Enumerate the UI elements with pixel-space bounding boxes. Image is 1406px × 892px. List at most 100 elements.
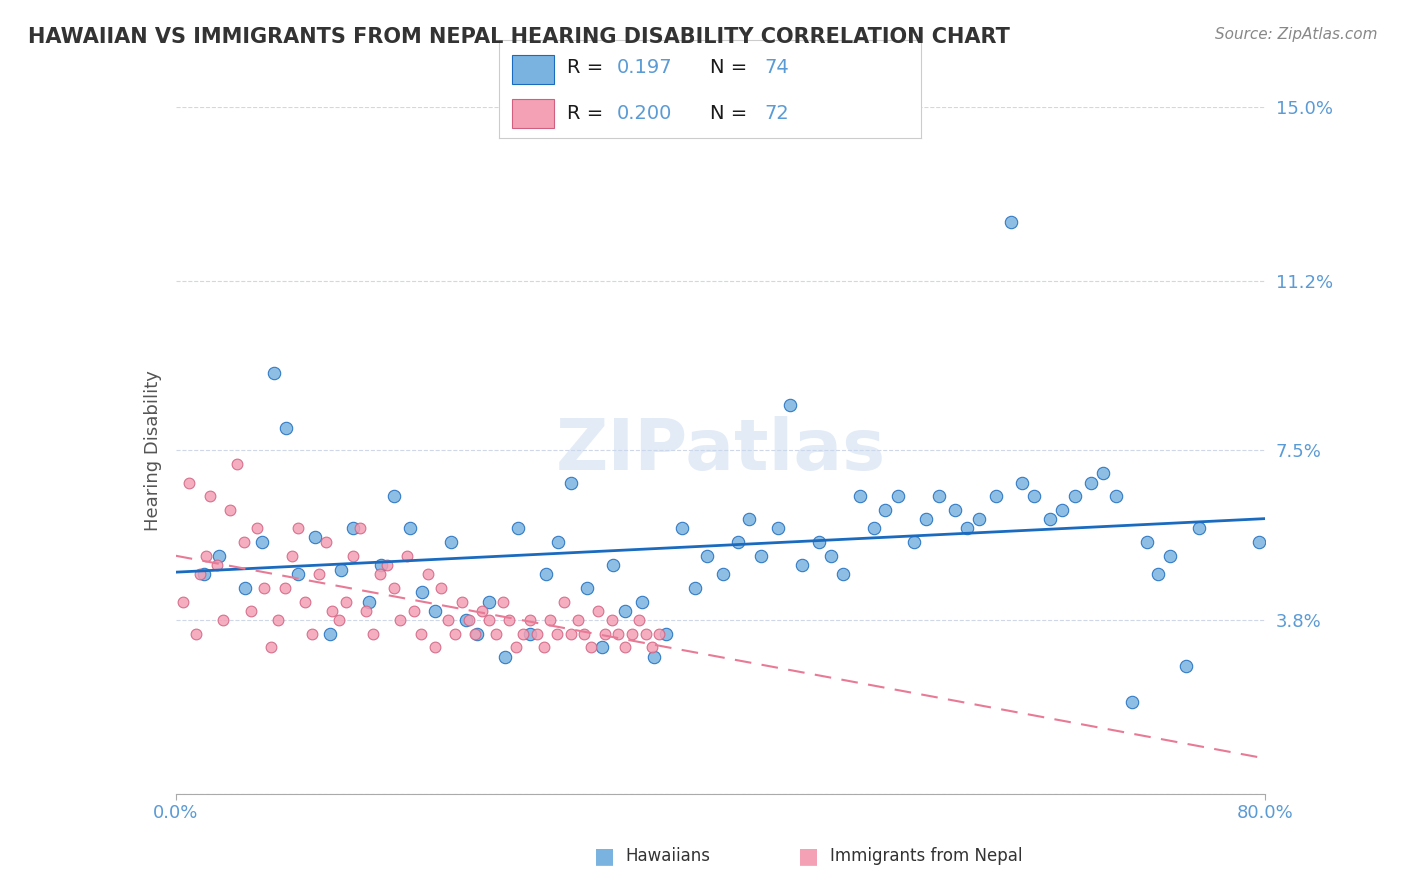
Point [335,594,357,608]
Point [696,549,718,563]
Point [382,581,405,595]
Point [485,626,508,640]
Point [212,613,235,627]
Point [1136,535,1159,549]
Point [280,549,302,563]
Point [506,521,529,535]
Point [560,475,582,490]
Point [1247,535,1270,549]
Point [287,567,309,582]
Point [1039,512,1062,526]
Point [738,512,761,526]
Point [576,581,599,595]
Point [205,558,228,572]
Point [1022,489,1045,503]
Point [512,626,534,640]
Point [179,475,201,490]
Text: N =: N = [710,104,754,123]
Point [969,512,991,526]
Point [342,521,364,535]
Point [233,581,256,595]
Point [321,604,343,618]
Point [368,567,391,582]
Point [560,626,582,640]
Point [875,503,897,517]
Point [1092,467,1115,481]
Point [591,640,613,655]
Point [239,604,262,618]
Point [574,626,596,640]
Point [232,535,254,549]
Point [779,398,801,412]
Point [956,521,979,535]
Point [567,613,589,627]
Point [304,531,326,545]
Point [634,626,657,640]
Point [1146,567,1168,582]
Point [437,613,460,627]
FancyBboxPatch shape [512,99,554,128]
Point [928,489,950,503]
Point [444,626,467,640]
Point [820,549,842,563]
Point [464,626,486,640]
Point [260,640,283,655]
Point [208,549,231,563]
Point [1063,489,1085,503]
Text: R =: R = [567,104,609,123]
Point [396,549,419,563]
Point [607,626,630,640]
Text: 0.200: 0.200 [617,104,672,123]
Point [547,535,569,549]
Point [492,594,515,608]
Point [423,640,446,655]
Point [915,512,938,526]
Point [198,489,221,503]
Point [1080,475,1102,490]
Point [1175,658,1198,673]
Point [465,626,488,640]
Point [375,558,398,572]
Point [416,567,439,582]
Point [186,626,208,640]
Point [328,613,350,627]
Point [411,585,433,599]
Point [943,503,966,517]
Text: R =: R = [567,58,609,77]
Point [671,521,693,535]
Point [586,604,609,618]
Point [454,613,477,627]
Point [440,535,463,549]
Point [903,535,925,549]
Point [553,594,575,608]
Point [614,640,637,655]
Y-axis label: Hearing Disability: Hearing Disability [143,370,162,531]
Point [533,640,555,655]
Text: 74: 74 [765,58,790,77]
Point [404,604,426,618]
Point [246,521,269,535]
Point [308,567,330,582]
Point [274,420,297,434]
Point [250,535,273,549]
Point [263,366,285,380]
Text: Hawaiians: Hawaiians [626,847,710,865]
Point [193,567,215,582]
Text: Source: ZipAtlas.com: Source: ZipAtlas.com [1215,27,1378,42]
Point [315,535,337,549]
Point [409,626,432,640]
Point [848,489,870,503]
Point [886,489,908,503]
Point [832,567,855,582]
Point [643,649,665,664]
Point [519,613,541,627]
Point [471,604,494,618]
Point [630,594,652,608]
Point [1121,695,1143,709]
Point [614,604,637,618]
Point [655,626,678,640]
Point [172,594,194,608]
FancyBboxPatch shape [512,55,554,85]
Point [727,535,749,549]
Point [766,521,789,535]
